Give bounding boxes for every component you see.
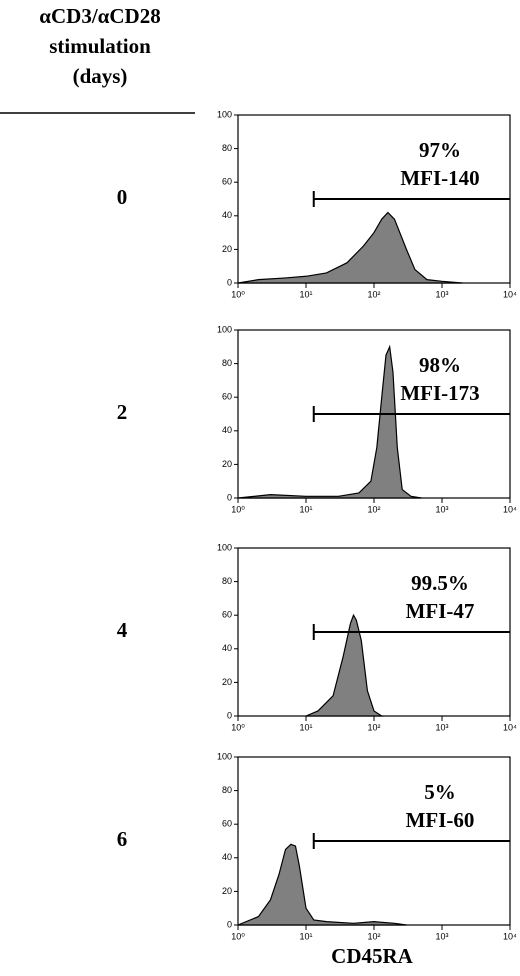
y-tick-label: 80 <box>222 576 232 586</box>
x-tick-label: 10¹ <box>299 931 312 941</box>
y-tick-label: 20 <box>222 459 232 469</box>
y-tick-label: 0 <box>227 277 232 287</box>
y-tick-label: 60 <box>222 177 232 187</box>
y-tick-label: 0 <box>227 492 232 502</box>
y-tick-label: 40 <box>222 425 232 435</box>
annotation: MFI-140 <box>400 166 479 190</box>
annotation: 97% <box>419 138 461 162</box>
y-tick-label: 0 <box>227 919 232 929</box>
annotation: 5% <box>424 780 456 804</box>
histogram <box>305 613 384 717</box>
y-tick-label: 80 <box>222 143 232 153</box>
y-tick-label: 100 <box>217 109 232 119</box>
y-tick-label: 20 <box>222 244 232 254</box>
header: αCD3/αCD28 stimulation (days) <box>39 4 160 88</box>
annotation: MFI-60 <box>406 808 475 832</box>
annotation: MFI-173 <box>400 381 479 405</box>
y-tick-label: 80 <box>222 785 232 795</box>
y-tick-label: 60 <box>222 819 232 829</box>
y-tick-label: 80 <box>222 358 232 368</box>
x-tick-label: 10⁴ <box>503 931 517 941</box>
x-tick-label: 10⁰ <box>231 289 245 299</box>
y-tick-label: 100 <box>217 751 232 761</box>
x-tick-label: 10² <box>367 504 380 514</box>
x-tick-label: 10⁴ <box>503 289 517 299</box>
annotation: MFI-47 <box>406 599 475 623</box>
y-tick-label: 60 <box>222 610 232 620</box>
x-tick-label: 10⁴ <box>503 504 517 514</box>
histogram <box>237 211 463 284</box>
y-tick-label: 20 <box>222 677 232 687</box>
y-tick-label: 100 <box>217 542 232 552</box>
x-tick-label: 10³ <box>435 504 448 514</box>
x-tick-label: 10¹ <box>299 504 312 514</box>
y-tick-label: 40 <box>222 852 232 862</box>
row-label: 4 <box>117 618 128 642</box>
x-tick-label: 10⁰ <box>231 931 245 941</box>
x-tick-label: 10³ <box>435 289 448 299</box>
y-tick-label: 20 <box>222 886 232 896</box>
histogram <box>237 344 422 499</box>
x-tick-label: 10⁴ <box>503 722 517 732</box>
x-axis-label: CD45RA <box>331 944 413 968</box>
row-label: 6 <box>117 827 128 851</box>
x-tick-label: 10¹ <box>299 289 312 299</box>
x-tick-label: 10² <box>367 722 380 732</box>
x-tick-label: 10³ <box>435 931 448 941</box>
y-tick-label: 100 <box>217 324 232 334</box>
y-tick-label: 40 <box>222 210 232 220</box>
x-tick-label: 10³ <box>435 722 448 732</box>
x-tick-label: 10¹ <box>299 722 312 732</box>
x-tick-label: 10⁰ <box>231 722 245 732</box>
x-tick-label: 10² <box>367 289 380 299</box>
y-tick-label: 0 <box>227 710 232 720</box>
row-label: 2 <box>117 400 128 424</box>
row-label: 0 <box>117 185 128 209</box>
y-tick-label: 40 <box>222 643 232 653</box>
annotation: 98% <box>419 353 461 377</box>
annotation: 99.5% <box>411 571 469 595</box>
x-tick-label: 10² <box>367 931 380 941</box>
histogram <box>237 843 407 926</box>
y-tick-label: 60 <box>222 392 232 402</box>
x-tick-label: 10⁰ <box>231 504 245 514</box>
